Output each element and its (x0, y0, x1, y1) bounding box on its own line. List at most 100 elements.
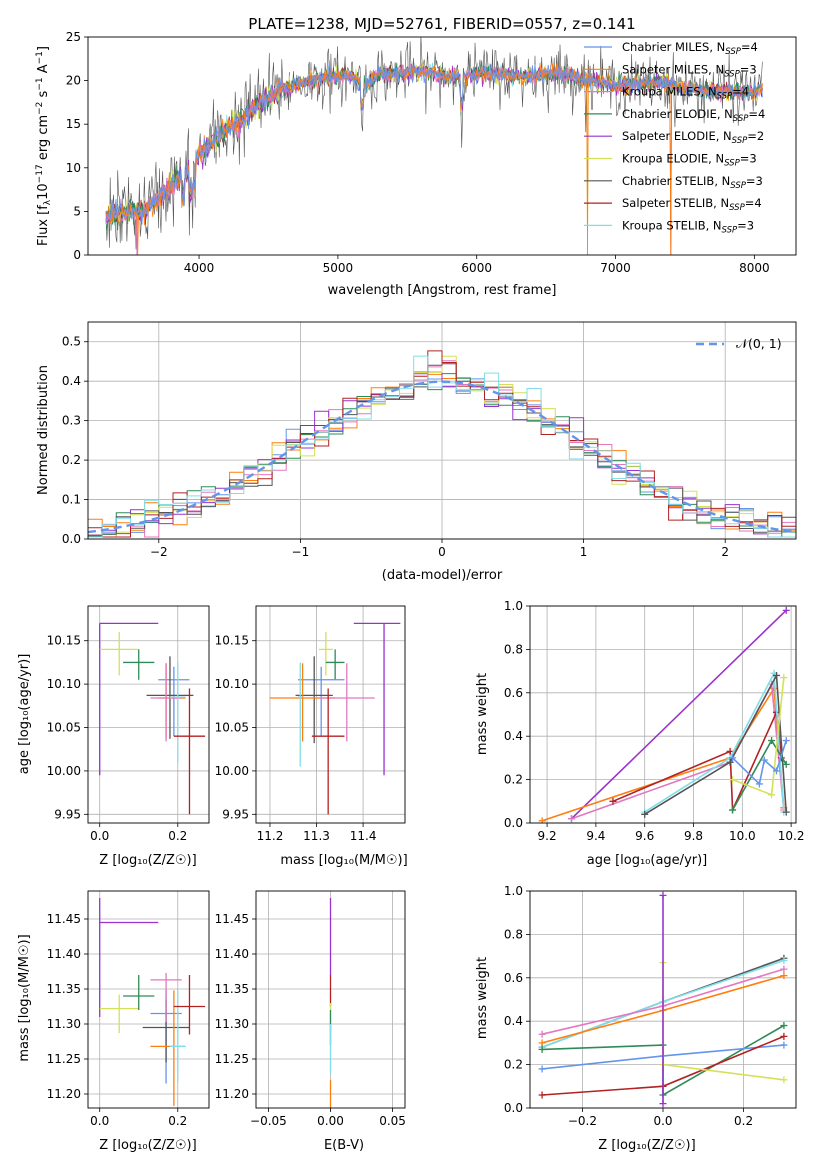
x-tick-label: 9.2 (538, 829, 557, 843)
y-tick-label: 10.05 (47, 721, 81, 735)
y-tick-label: 11.30 (215, 1017, 249, 1031)
y-tick-label: 15 (66, 117, 81, 131)
weight-marker-salpeter_elodie (659, 891, 667, 899)
y-tick-label: 11.25 (215, 1052, 249, 1066)
y-tick-label: 1.0 (504, 599, 523, 613)
axes-frame (87, 890, 210, 1109)
x-tick-label: 1 (580, 545, 588, 559)
histogram-kroupa_stelib (88, 355, 796, 538)
x-tick-label: 0.2 (734, 1114, 753, 1128)
y-tick-label: 5 (73, 204, 81, 218)
weight-marker-salpeter_stelib (538, 1091, 546, 1099)
weight-marker-chabrier_miles (782, 737, 790, 745)
y-tick-label: 11.25 (47, 1052, 81, 1066)
y-tick-label: 0.4 (504, 729, 523, 743)
weight-line-kroupa_miles (571, 681, 785, 820)
axes-frame (529, 605, 797, 824)
axes-frame (255, 605, 406, 824)
weight-marker-chabrier_elodie (768, 737, 776, 745)
z-age-xlabel: Z [log₁₀(Z/Z☉)] (99, 853, 196, 868)
normal-curve (88, 380, 796, 534)
axes-frame (255, 890, 406, 1109)
weight-marker-kroupa_elodie (780, 1076, 788, 1084)
y-tick-label: 11.35 (215, 982, 249, 996)
weight-marker-chabrier_miles (538, 1065, 546, 1073)
x-tick-label: 11.2 (257, 829, 284, 843)
legend-label-salpeter_stelib: Salpeter STELIB, NSSP=4 (622, 196, 762, 213)
weight-marker-chabrier_miles (729, 754, 737, 762)
y-tick-label: 9.95 (222, 807, 249, 821)
plot-area (99, 622, 206, 815)
x-tick-label: 0.2 (168, 829, 187, 843)
age-massweight-xlabel: age [log₁₀(age/yr)] (587, 853, 708, 868)
legend-label-kroupa_miles: Kroupa MILES, NSSP=4 (622, 85, 749, 102)
x-tick-label: 2 (721, 545, 729, 559)
legend-label-salpeter_miles: Salpeter MILES, NSSP=3 (622, 62, 757, 79)
y-tick-label: 11.20 (215, 1087, 249, 1101)
x-tick-label: 0.0 (90, 829, 109, 843)
plot-area (269, 622, 401, 815)
x-tick-label: 0.2 (168, 1114, 187, 1128)
y-tick-label: 0.8 (504, 642, 523, 656)
legend-label-salpeter_elodie: Salpeter ELODIE, NSSP=2 (622, 129, 764, 146)
weight-marker-salpeter_stelib (780, 1032, 788, 1040)
y-tick-label: 0.8 (504, 927, 523, 941)
x-tick-label: 11.4 (350, 829, 377, 843)
weight-marker-chabrier_stelib (772, 671, 780, 679)
x-tick-label: 4000 (184, 261, 215, 275)
x-tick-label: 10.0 (729, 829, 756, 843)
y-tick-label: 11.45 (47, 912, 81, 926)
z-massweight-panel: Z [log₁₀(Z/Z☉)] mass weight −0.2 0.0 0.2 0.… (475, 884, 797, 1153)
x-tick-label: 6000 (461, 261, 492, 275)
x-tick-label: −0.05 (250, 1114, 287, 1128)
legend-label-kroupa_elodie: Kroupa ELODIE, NSSP=3 (622, 152, 757, 169)
z-mass-ylabel: mass [log₁₀(M/M☉)] (17, 934, 32, 1061)
z-mass-xlabel: Z [log₁₀(Z/Z☉)] (99, 1138, 196, 1153)
x-tick-label: −0.2 (568, 1114, 597, 1128)
y-tick-label: 0.2 (504, 773, 523, 787)
weight-marker-chabrier_stelib (641, 810, 649, 818)
plot-area (88, 350, 796, 538)
weight-marker-salpeter_elodie (782, 606, 790, 614)
y-tick-label: 0.6 (504, 686, 523, 700)
mass-age-panel: mass [log₁₀(M/M☉)] 11.2 11.3 11.4 9.95 10.00… (215, 605, 408, 868)
y-tick-label: 25 (66, 30, 81, 44)
residuals-panel: (data-model)/error Normed distribution −… (36, 321, 797, 583)
weight-line-salpeter_elodie (570, 609, 787, 820)
y-tick-label: 10.00 (47, 764, 81, 778)
weight-marker-kroupa_miles (567, 815, 575, 823)
weight-marker-chabrier_elodie (729, 806, 737, 814)
x-tick-label: 8000 (739, 261, 770, 275)
plot-area (99, 898, 206, 1106)
weight-line-kroupa_stelib (644, 670, 785, 813)
x-tick-label: 9.4 (586, 829, 605, 843)
weight-marker-chabrier_stelib (782, 808, 790, 816)
weight-marker-kroupa_elodie (768, 791, 776, 799)
x-tick-label: −1 (292, 545, 310, 559)
legend-label-chabrier_miles: Chabrier MILES, NSSP=4 (622, 40, 758, 57)
y-tick-label: 10.05 (215, 721, 249, 735)
weight-marker-chabrier_elodie (538, 1045, 546, 1053)
weight-marker-salpeter_elodie (659, 1100, 667, 1108)
y-tick-label: 11.45 (215, 912, 249, 926)
legend-label-normal: 𝒩(0, 1) (736, 336, 782, 351)
weight-marker-chabrier_stelib (726, 758, 734, 766)
y-tick-label: 10.15 (47, 634, 81, 648)
weight-marker-chabrier_elodie (780, 1022, 788, 1030)
plot-area (538, 606, 790, 823)
y-tick-label: 0.1 (62, 493, 81, 507)
x-tick-label: 9.8 (684, 829, 703, 843)
x-tick-label: 11.3 (303, 829, 330, 843)
spectrum-panel: PLATE=1238, MJD=52761, FIBERID=0557, z=0… (35, 15, 797, 298)
y-tick-label: 11.30 (47, 1017, 81, 1031)
axes-frame (87, 605, 210, 824)
weight-marker-kroupa_miles (780, 965, 788, 973)
y-tick-label: 0.4 (62, 374, 81, 388)
legend-label-kroupa_stelib: Kroupa STELIB, NSSP=3 (622, 218, 754, 235)
y-tick-label: 0 (73, 248, 81, 262)
y-tick-label: 10.15 (215, 634, 249, 648)
weight-marker-kroupa_miles (538, 1030, 546, 1038)
residuals-ylabel: Normed distribution (36, 365, 51, 495)
weight-marker-salpeter_stelib (609, 797, 617, 805)
